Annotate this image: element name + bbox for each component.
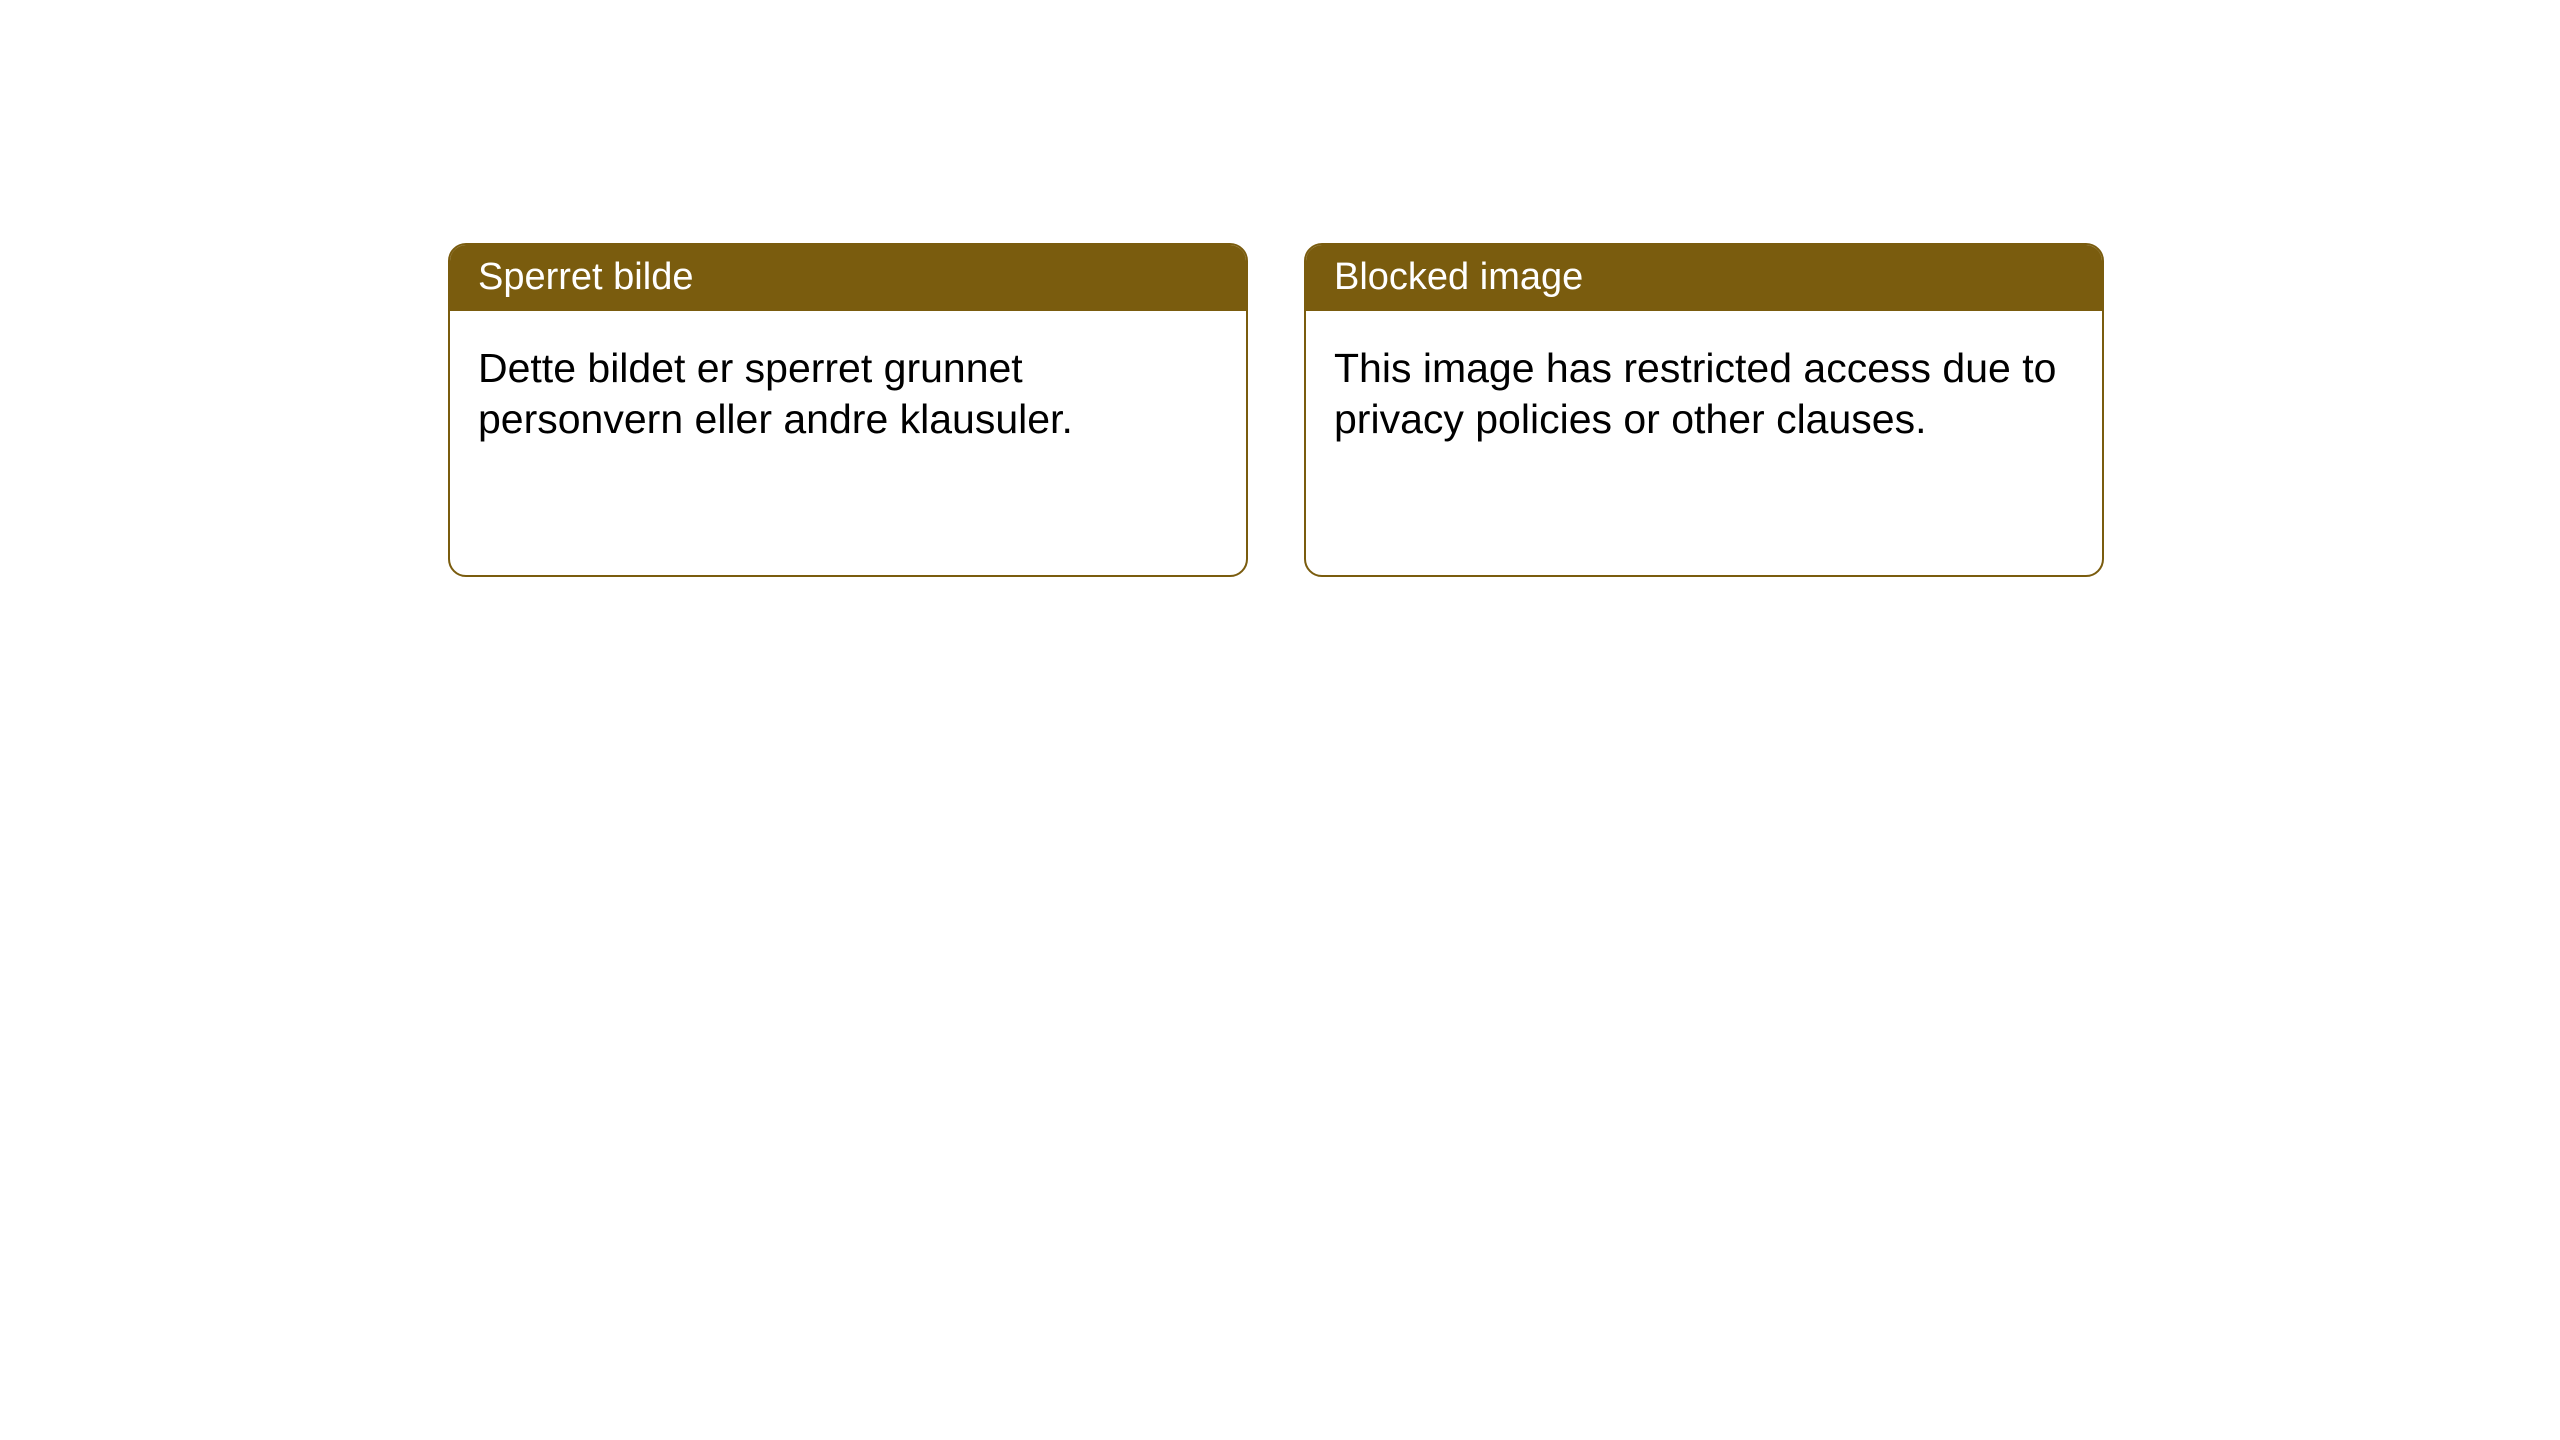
card-title: Blocked image xyxy=(1334,256,1583,298)
card-body: This image has restricted access due to … xyxy=(1306,311,2102,478)
card-header: Sperret bilde xyxy=(450,245,1246,311)
notice-card-english: Blocked image This image has restricted … xyxy=(1304,243,2104,577)
card-header: Blocked image xyxy=(1306,245,2102,311)
card-title: Sperret bilde xyxy=(478,256,693,298)
card-body-text: Dette bildet er sperret grunnet personve… xyxy=(478,345,1073,443)
card-body: Dette bildet er sperret grunnet personve… xyxy=(450,311,1246,478)
notice-cards-container: Sperret bilde Dette bildet er sperret gr… xyxy=(448,243,2104,577)
notice-card-norwegian: Sperret bilde Dette bildet er sperret gr… xyxy=(448,243,1248,577)
card-body-text: This image has restricted access due to … xyxy=(1334,345,2056,443)
